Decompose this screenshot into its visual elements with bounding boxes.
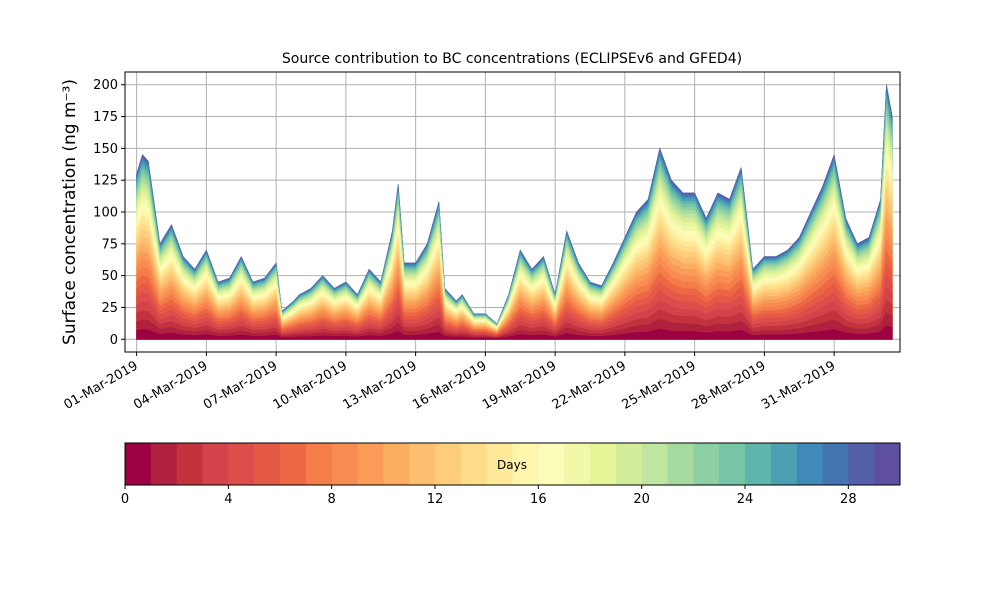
colorbar-segment-17 [564,443,591,485]
colorbar-frame [124,442,901,486]
colorbar-segment-9 [357,443,384,485]
stacked-areas [136,84,893,340]
y-tick-label: 50 [101,269,118,284]
x-tick-label: 28-Mar-2019 [689,358,768,412]
colorbar-segment-10 [383,443,410,485]
x-tick-label: 25-Mar-2019 [619,358,698,412]
area-band-day-0 [136,325,893,340]
x-tick-label: 01-Mar-2019 [61,358,140,412]
y-tick-label: 100 [93,206,118,221]
x-tick-label: 07-Mar-2019 [201,358,280,412]
colorbar-segment-6 [280,443,307,485]
colorbar-segment-20 [641,443,668,485]
colorbar-tick-label: 24 [737,492,754,507]
y-axis-ticks: 0 25 50 75 100 125 150 175 200 [93,78,125,348]
colorbar-segment-14 [486,443,513,485]
colorbar-label: Days [497,458,527,472]
colorbar-segment-19 [615,443,643,485]
colorbar-segment-22 [693,443,720,485]
colorbar-segment-4 [228,443,255,485]
y-tick-label: 200 [93,78,118,93]
colorbar-segment-18 [590,443,617,485]
colorbar-segment-3 [202,443,229,485]
colorbar-tick-label: 20 [633,492,650,507]
colorbar-ticks: 0 4 8 12 16 20 24 28 [121,485,857,507]
y-axis-label: Surface concentration (ng m⁻³) [60,79,80,345]
colorbar-segment-0 [125,443,152,485]
colorbar-segment-13 [460,443,488,485]
colorbar-segment-27 [822,443,849,485]
colorbar-segment-15 [512,443,539,485]
colorbar-segment-11 [409,443,436,485]
colorbar-segment-28 [848,443,875,485]
chart-title: Source contribution to BC concentrations… [282,51,742,67]
colorbar-segment-7 [305,443,333,485]
colorbar-segment-8 [331,443,358,485]
x-tick-label: 16-Mar-2019 [410,358,489,412]
colorbar-segment-26 [796,443,823,485]
colorbar-tick-label: 16 [530,492,547,507]
colorbar-segment-29 [874,443,901,485]
y-tick-label: 0 [110,333,118,348]
y-tick-label: 125 [93,174,118,189]
colorbar-segment-21 [667,443,694,485]
colorbar-tick-label: 12 [427,492,444,507]
colorbar-tick-label: 8 [328,492,336,507]
colorbar-segment-5 [254,443,281,485]
x-tick-label: 22-Mar-2019 [550,358,629,412]
colorbar-segment-12 [435,443,462,485]
x-tick-label: 13-Mar-2019 [340,358,419,412]
x-tick-label: 19-Mar-2019 [480,358,559,412]
y-tick-label: 25 [101,301,118,316]
x-tick-label: 10-Mar-2019 [271,358,350,412]
x-tick-label: 31-Mar-2019 [759,358,838,412]
y-tick-label: 75 [101,237,118,252]
colorbar-tick-label: 4 [224,492,232,507]
colorbar-segment-16 [538,443,565,485]
colorbar-segment-2 [176,443,203,485]
colorbar-tick-label: 0 [121,492,129,507]
colorbar [124,442,901,486]
colorbar-segment-1 [150,443,178,485]
colorbar-segment-24 [745,443,772,485]
x-tick-label: 04-Mar-2019 [131,358,210,412]
x-axis-ticks: 01-Mar-201904-Mar-201907-Mar-201910-Mar-… [61,352,838,413]
colorbar-segment-23 [719,443,746,485]
y-tick-label: 150 [93,142,118,157]
y-tick-label: 175 [93,110,118,125]
colorbar-tick-label: 28 [840,492,857,507]
colorbar-segment-25 [770,443,798,485]
